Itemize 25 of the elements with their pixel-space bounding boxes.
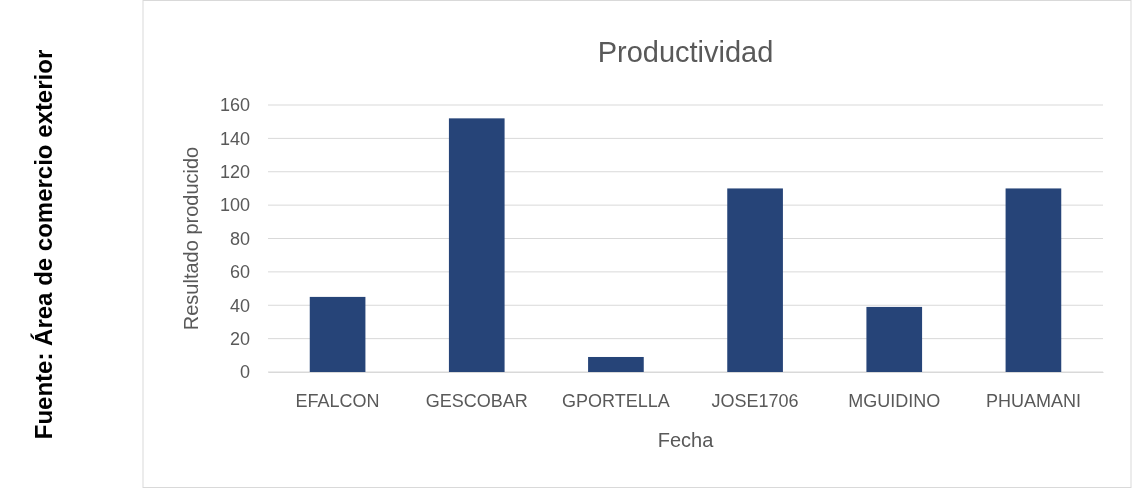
y-axis-title: Resultado producido xyxy=(180,146,202,331)
bar xyxy=(866,306,923,372)
source-note: Fuente: Área de comercio exterior xyxy=(30,49,57,440)
bar xyxy=(588,356,644,372)
x-tick-label: PHUAMANI xyxy=(985,390,1081,411)
y-tick-label: 20 xyxy=(229,328,250,349)
x-tick-label: EFALCON xyxy=(295,390,380,411)
x-axis-title: Fecha xyxy=(657,429,715,451)
y-tick-label: 100 xyxy=(219,195,250,216)
y-tick-label: 120 xyxy=(219,162,250,183)
y-tick-label: 80 xyxy=(229,228,250,249)
y-tick-label: 140 xyxy=(219,128,250,149)
y-tick-label: 0 xyxy=(239,362,250,383)
x-tick-label: GPORTELLA xyxy=(562,390,670,411)
y-tick-label: 40 xyxy=(229,295,250,316)
bar xyxy=(1005,188,1062,372)
bar xyxy=(727,188,783,372)
bar xyxy=(448,118,505,372)
bar xyxy=(309,296,366,372)
y-tick-label: 60 xyxy=(229,262,250,283)
x-tick-label: MGUIDINO xyxy=(848,390,941,411)
x-tick-label: JOSE1706 xyxy=(711,390,799,411)
chart-title: Productividad xyxy=(597,36,774,68)
x-tick-label: GESCOBAR xyxy=(425,390,528,411)
y-tick-label: 160 xyxy=(219,95,250,116)
